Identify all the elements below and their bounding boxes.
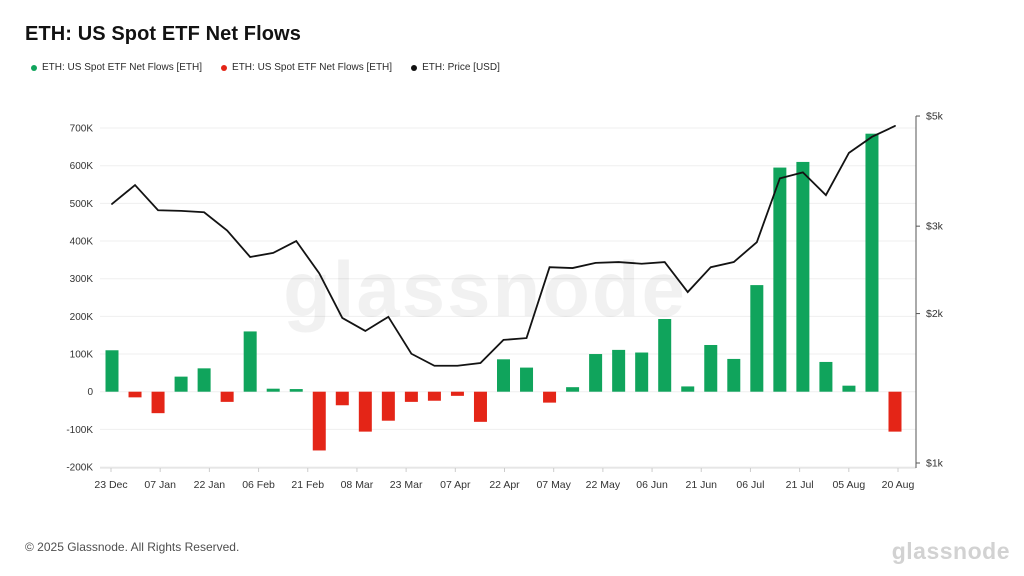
flow-bar bbox=[681, 386, 695, 392]
x-axis-tick-label: 23 Dec bbox=[94, 479, 127, 491]
left-axis-tick-label: 100K bbox=[70, 350, 94, 361]
x-axis-tick-label: 07 May bbox=[536, 479, 571, 491]
legend: ETH: US Spot ETF Net Flows [ETH] ETH: US… bbox=[31, 62, 500, 73]
flow-bar bbox=[773, 167, 787, 392]
left-axis-tick-label: -100K bbox=[66, 425, 93, 436]
left-axis-tick-label: 400K bbox=[70, 237, 94, 248]
left-axis-tick-label: 500K bbox=[70, 199, 94, 210]
flow-bar bbox=[543, 391, 557, 403]
flow-bar bbox=[589, 354, 603, 392]
flow-bar bbox=[612, 349, 626, 392]
right-axis-tick-label: $5k bbox=[926, 111, 944, 123]
flow-bar bbox=[174, 376, 188, 392]
x-axis-tick-label: 22 Apr bbox=[489, 479, 520, 491]
page-title: ETH: US Spot ETF Net Flows bbox=[25, 23, 301, 45]
watermark: glassnode bbox=[283, 245, 687, 333]
legend-item-label: ETH: Price [USD] bbox=[422, 62, 500, 73]
x-axis-tick-label: 23 Mar bbox=[390, 479, 423, 491]
chart-area[interactable]: 700K 600K 500K 400K 300K 200K 100K 0 -100K -200K g… bbox=[0, 100, 1024, 500]
x-axis-tick-label: 21 Feb bbox=[291, 479, 324, 491]
x-axis-tick-label: 21 Jun bbox=[685, 479, 717, 491]
flow-bar bbox=[473, 391, 487, 422]
red-dot-icon bbox=[221, 64, 228, 71]
flow-bar bbox=[496, 359, 510, 392]
flow-bar bbox=[105, 350, 119, 392]
x-axis-tick-label: 08 Mar bbox=[341, 479, 374, 491]
flow-bar bbox=[427, 391, 441, 401]
flow-bar bbox=[358, 391, 372, 432]
price-line bbox=[111, 125, 896, 367]
legend-item-label: ETH: US Spot ETF Net Flows [ETH] bbox=[42, 62, 203, 73]
flow-bar bbox=[658, 319, 672, 392]
flow-bar bbox=[635, 352, 649, 392]
legend-item-price[interactable]: ETH: Price [USD] bbox=[411, 62, 500, 73]
flow-bar bbox=[266, 388, 280, 392]
left-axis-tick-label: 300K bbox=[70, 274, 94, 285]
flow-bar bbox=[243, 331, 257, 392]
left-axis-tick-label: 700K bbox=[70, 124, 94, 135]
x-axis-tick-label: 05 Aug bbox=[832, 479, 865, 491]
x-axis-tick-label: 06 Jun bbox=[636, 479, 668, 491]
left-axis-tick-label: -200K bbox=[66, 463, 93, 474]
legend-item-netflows-negative[interactable]: ETH: US Spot ETF Net Flows [ETH] bbox=[221, 62, 392, 73]
right-axis-tick-label: $1k bbox=[926, 458, 944, 470]
green-dot-icon bbox=[31, 64, 37, 71]
flow-bar bbox=[450, 391, 464, 396]
x-axis-tick-label: 07 Apr bbox=[440, 479, 471, 491]
x-axis-tick-label: 21 Jul bbox=[786, 479, 814, 491]
flow-bar bbox=[704, 344, 718, 392]
flow-bar bbox=[842, 385, 856, 392]
flow-bar bbox=[335, 391, 349, 406]
legend-item-netflows-positive[interactable]: ETH: US Spot ETF Net Flows [ETH] bbox=[31, 62, 202, 73]
flow-bar bbox=[220, 391, 234, 402]
flow-bar bbox=[128, 391, 142, 398]
x-axis-tick-label: 07 Jan bbox=[144, 479, 176, 491]
flow-bar bbox=[381, 391, 395, 421]
legend-item-label: ETH: US Spot ETF Net Flows [ETH] bbox=[232, 62, 393, 73]
flow-bar bbox=[727, 358, 741, 392]
flow-bar bbox=[312, 391, 326, 451]
glassnode-logo: glassnode bbox=[891, 538, 1010, 564]
flow-bar bbox=[289, 389, 303, 392]
left-axis-tick-label: 200K bbox=[70, 312, 94, 323]
black-dot-icon bbox=[411, 64, 418, 71]
flow-bar bbox=[796, 161, 810, 392]
flow-bar bbox=[151, 391, 165, 414]
x-axis-tick-label: 06 Feb bbox=[242, 479, 275, 491]
x-axis-tick-label: 22 May bbox=[586, 479, 621, 491]
flows-price-chart[interactable]: 700K 600K 500K 400K 300K 200K 100K 0 -100K -200K g… bbox=[0, 100, 1024, 500]
x-axis-tick-label: 20 Aug bbox=[882, 479, 915, 491]
flow-bar bbox=[566, 387, 580, 392]
x-axis-tick-label: 22 Jan bbox=[194, 479, 226, 491]
flow-bar bbox=[404, 391, 418, 402]
flow-bar bbox=[750, 285, 764, 392]
left-axis-tick-label: 0 bbox=[87, 387, 93, 398]
flow-bar bbox=[888, 391, 902, 432]
flow-bar bbox=[865, 133, 879, 392]
flow-bar bbox=[819, 361, 833, 392]
flow-bar bbox=[197, 368, 211, 392]
x-axis-tick-label: 06 Jul bbox=[736, 479, 764, 491]
right-axis-tick-label: $2k bbox=[926, 308, 944, 320]
copyright-text: © 2025 Glassnode. All Rights Reserved. bbox=[25, 540, 240, 554]
left-axis-tick-label: 600K bbox=[70, 161, 94, 172]
right-axis-tick-label: $3k bbox=[926, 221, 944, 233]
flow-bar bbox=[520, 367, 534, 392]
